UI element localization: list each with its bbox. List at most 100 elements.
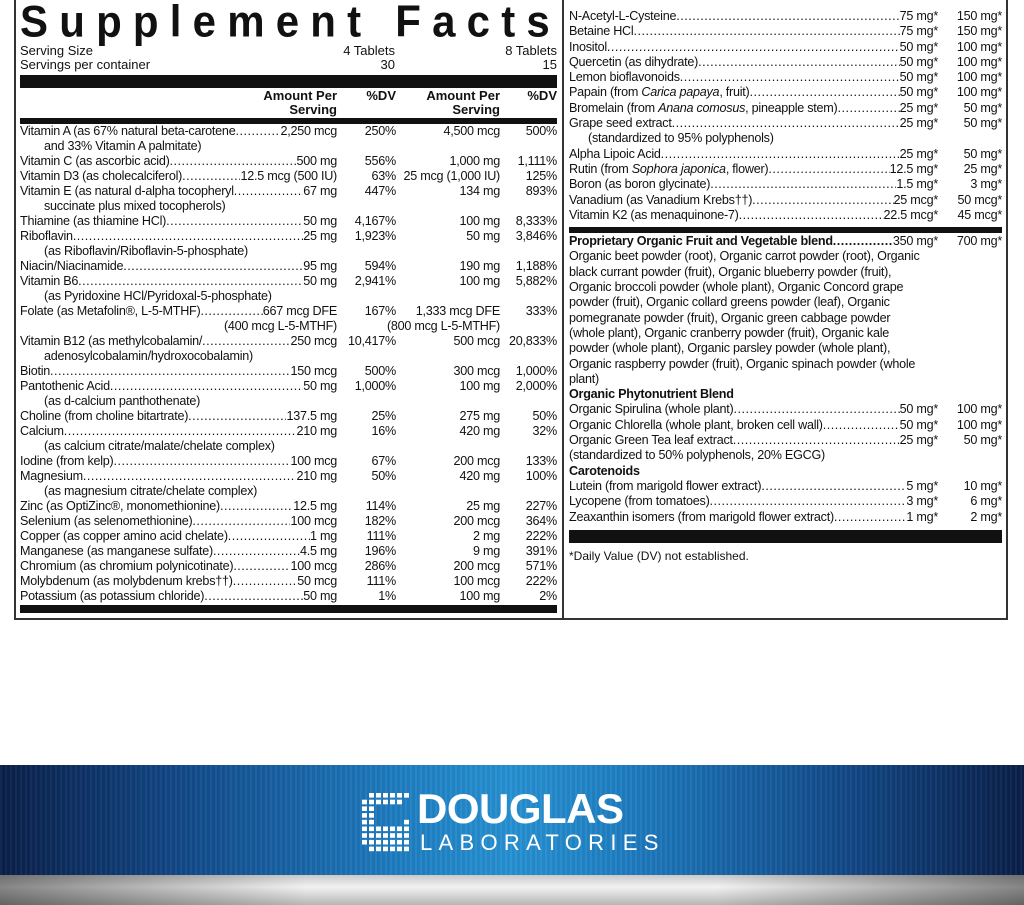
nutrient-name-cell: Folate (as Metafolin®, L-5-MTHF) 667 mcg … (20, 304, 337, 319)
nutrient-sub-amounts: (400 mcg L-5-MTHF) (800 mcg L-5-MTHF) (20, 319, 557, 334)
nutrient-row: Vitamin C (as ascorbic acid) 500 mg 556% 1,… (20, 154, 557, 169)
amount-8-tablets: 100 mg* (956, 417, 1002, 432)
dot-leader (188, 409, 286, 424)
amount-8-tablets: 100 mg (459, 379, 500, 393)
nutrient-name: Magnesium (20, 469, 83, 483)
ingredient-name-cell: Organic Chlorella (whole plant, broken c… (569, 418, 938, 433)
nutrient-name: Vitamin E (as natural d-alpha tocopheryl (20, 184, 234, 198)
dot-leader (698, 55, 899, 70)
amount-8-tablets: 2 mg (473, 529, 500, 543)
other-ingredient-list: N-Acetyl-L-Cysteine75 mg*150 mg*Betaine … (569, 9, 1002, 223)
amount-4-tablets: 667 mcg DFE (262, 304, 337, 318)
nutrient-row: Zinc (as OptiZinc®, monomethionine) 12.5 … (20, 499, 557, 514)
amount-8-tablets: 100 mg* (956, 54, 1002, 69)
amount-8-tablets: 25 mg (466, 499, 500, 513)
dv-8-tablets: 893% (525, 184, 557, 198)
brand-banner (0, 765, 1024, 875)
nutrient-row: Iodine (from kelp) 100 mcg 67% 200 mcg 133% (20, 454, 557, 469)
ingredient-name-cell: Grape seed extract 25 mg* (569, 116, 938, 131)
amount-8-tablets: 1,000 mg (449, 154, 500, 168)
dv-4-tablets: 114% (365, 499, 396, 513)
amount-8-tablets: 25 mcg (1,000 IU) (403, 169, 500, 183)
amount-4-tablets: 5 mg* (906, 478, 938, 493)
nutrient-name: Molybdenum (as molybdenum krebs††) (20, 574, 233, 588)
ingredient-row: Inositol 50 mg* 100 mg* (569, 40, 1002, 55)
column-divider (562, 0, 564, 620)
nutrient-row: Vitamin B12 (as methylcobalamin/250 mcg 1… (20, 334, 557, 349)
ingredient-name-text: Inositol (569, 39, 607, 54)
amount-4-tablets: 150 mcg (290, 364, 337, 378)
amount-4-tablets: 75 mg* (899, 24, 938, 39)
amount-8-tablets: 134 mg (459, 184, 500, 198)
dot-leader (750, 85, 900, 100)
amount-8-tablets: 200 mcg (453, 559, 500, 573)
amount-4-tablets: 25 mg* (899, 433, 938, 448)
dot-leader (733, 433, 900, 448)
dot-leader (233, 559, 290, 574)
dv-8-tablets: 8,333% (515, 214, 557, 228)
header-dv-2: %DV (527, 88, 557, 103)
nutrient-row: Magnesium 210 mg 50% 420 mg 100% (20, 469, 557, 484)
ingredient-name-text: N-Acetyl-L-Cysteine (569, 9, 677, 23)
phyto-blend-list: Organic Spirulina (whole plant)50 mg*100… (569, 402, 1002, 463)
ingredient-species: Sophora japonica (631, 161, 726, 176)
ingredient-row: Organic Green Tea leaf extract 25 mg* 50 m… (569, 433, 1002, 448)
amount-4-tablets: 50 mg* (899, 85, 938, 100)
nutrient-name-cell: Thiamine (as thiamine HCl) 50 mg (20, 214, 337, 229)
medium-divider-right (569, 227, 1002, 234)
dv-4-tablets: 16% (371, 424, 396, 438)
dot-leader (838, 101, 900, 116)
ingredient-name-text: Organic Green Tea leaf extract (569, 433, 733, 448)
nutrient-name: Vitamin D3 (as cholecalciferol) (20, 169, 183, 183)
ingredient-name: Bromelain (from Anana comosus, pineapple… (569, 101, 838, 116)
left-column: Supplement Facts Serving Size 4 Tablets … (20, 0, 557, 613)
dv-8-tablets: 1,111% (517, 154, 557, 168)
ingredient-name-cell: Vitamin K2 (as menaquinone-7) 22.5 mcg* (569, 208, 938, 223)
amount-8-tablets: 150 mg* (956, 9, 1002, 23)
ingredient-name-text: Lutein (from marigold flower extract) (569, 478, 762, 493)
dv-4-tablets: 4,167% (354, 214, 396, 228)
dot-leader (672, 116, 900, 131)
dv-8-tablets: 333% (525, 304, 557, 318)
brand-subtitle: LABORATORIES (420, 830, 665, 855)
dot-leader (661, 147, 900, 162)
nutrient-row: Manganese (as manganese sulfate) 4.5 mg 19… (20, 544, 557, 559)
ingredient-name: N-Acetyl-L-Cysteine (569, 9, 676, 24)
ingredient-row: N-Acetyl-L-Cysteine 75 mg* 150 mg* (569, 9, 1002, 24)
dot-leader (228, 529, 310, 544)
amount-8-tablets: 190 mg (459, 259, 500, 273)
nutrient-row: Vitamin A (as 67% natural beta-carotene 2… (20, 124, 557, 139)
ingredient-name-text: Zeaxanthin isomers (from marigold flower… (569, 509, 834, 524)
servings-per-container-1: 30 (380, 57, 395, 72)
nutrient-row: Potassium (as potassium chloride) 50 mg 1%… (20, 589, 557, 604)
dv-4-tablets: 111% (366, 574, 396, 588)
ingredient-row: Vitamin K2 (as menaquinone-7) 22.5 mcg* 45… (569, 208, 1002, 223)
amount-8-tablets: 25 mg* (963, 161, 1002, 176)
column-headers: Amount Per Serving %DV Amount Per Serving … (20, 89, 557, 117)
amount-8-tablets: 150 mg* (956, 24, 1002, 39)
dv-4-tablets: 1% (378, 589, 396, 603)
ingredient-row: Boron (as boron glycinate) 1.5 mg* 3 mg* (569, 177, 1002, 192)
dot-leader (213, 544, 300, 559)
amount-8-tablets: 50 mg* (963, 116, 1002, 131)
nutrient-name-cell: Zinc (as OptiZinc®, monomethionine) 12.5 … (20, 499, 337, 514)
amount-4-tablets: 250 mcg (290, 334, 337, 348)
amount-4-tablets: 25 mg* (899, 146, 938, 161)
nutrient-name-cell: Chromium (as chromium polynicotinate) 100… (20, 559, 337, 574)
serving-size-row: Serving Size 4 Tablets 8 Tablets (20, 44, 557, 58)
amount-8-tablets: 6 mg* (970, 494, 1002, 509)
serving-size-2: 8 Tablets (505, 43, 557, 58)
ingredient-name-text: Vitamin K2 (as menaquinone-7) (569, 207, 739, 222)
amount-4-tablets: 210 mg (296, 424, 337, 438)
nutrient-name-cell: Manganese (as manganese sulfate) 4.5 mg (20, 544, 337, 559)
amount-4-tablets: 4.5 mg (299, 544, 337, 558)
amount-8-tablets: 2 mg* (970, 509, 1002, 524)
nutrient-row: Chromium (as chromium polynicotinate) 100… (20, 559, 557, 574)
ingredient-species: Anana comosus (658, 100, 746, 115)
header-amount-1-line2: Serving (289, 102, 337, 117)
dv-8-tablets: 20,833% (509, 334, 557, 348)
dv-4-tablets: 1,000% (354, 379, 396, 393)
amount-8-tablets: 45 mcg* (957, 207, 1002, 222)
ingredient-name-text: Grape seed extract (569, 116, 672, 131)
nutrient-name-cell: Biotin 150 mcg (20, 364, 337, 379)
